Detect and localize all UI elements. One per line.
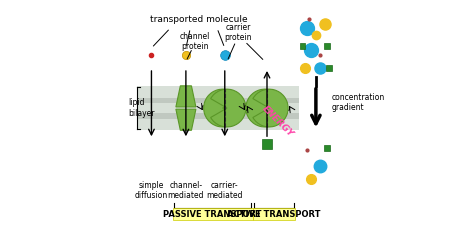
FancyBboxPatch shape <box>253 208 295 220</box>
Text: ENERGY: ENERGY <box>261 104 295 139</box>
FancyBboxPatch shape <box>324 145 330 151</box>
Wedge shape <box>253 89 288 127</box>
Text: ACTIVE TRANSPORT: ACTIVE TRANSPORT <box>227 209 320 218</box>
Polygon shape <box>176 86 196 107</box>
Text: carrier-
mediated: carrier- mediated <box>207 181 243 200</box>
Text: carrier
protein: carrier protein <box>224 23 252 42</box>
FancyBboxPatch shape <box>324 43 330 49</box>
Wedge shape <box>210 89 246 127</box>
Text: concentration
gradient: concentration gradient <box>331 93 385 112</box>
FancyBboxPatch shape <box>173 208 253 220</box>
Polygon shape <box>176 109 196 130</box>
Wedge shape <box>204 89 239 127</box>
Text: PASSIVE TRANSPORT: PASSIVE TRANSPORT <box>164 209 262 218</box>
FancyBboxPatch shape <box>300 43 305 49</box>
FancyBboxPatch shape <box>326 65 332 71</box>
Text: lipid
bilayer: lipid bilayer <box>128 98 155 118</box>
Text: transported molecule: transported molecule <box>150 15 248 24</box>
Text: channel-
mediated: channel- mediated <box>168 181 204 200</box>
Wedge shape <box>246 89 281 127</box>
FancyBboxPatch shape <box>262 140 272 149</box>
FancyBboxPatch shape <box>137 86 299 130</box>
FancyBboxPatch shape <box>137 113 299 119</box>
Text: channel
protein: channel protein <box>180 32 210 51</box>
Text: simple
diffusion: simple diffusion <box>135 181 168 200</box>
FancyBboxPatch shape <box>137 98 299 103</box>
